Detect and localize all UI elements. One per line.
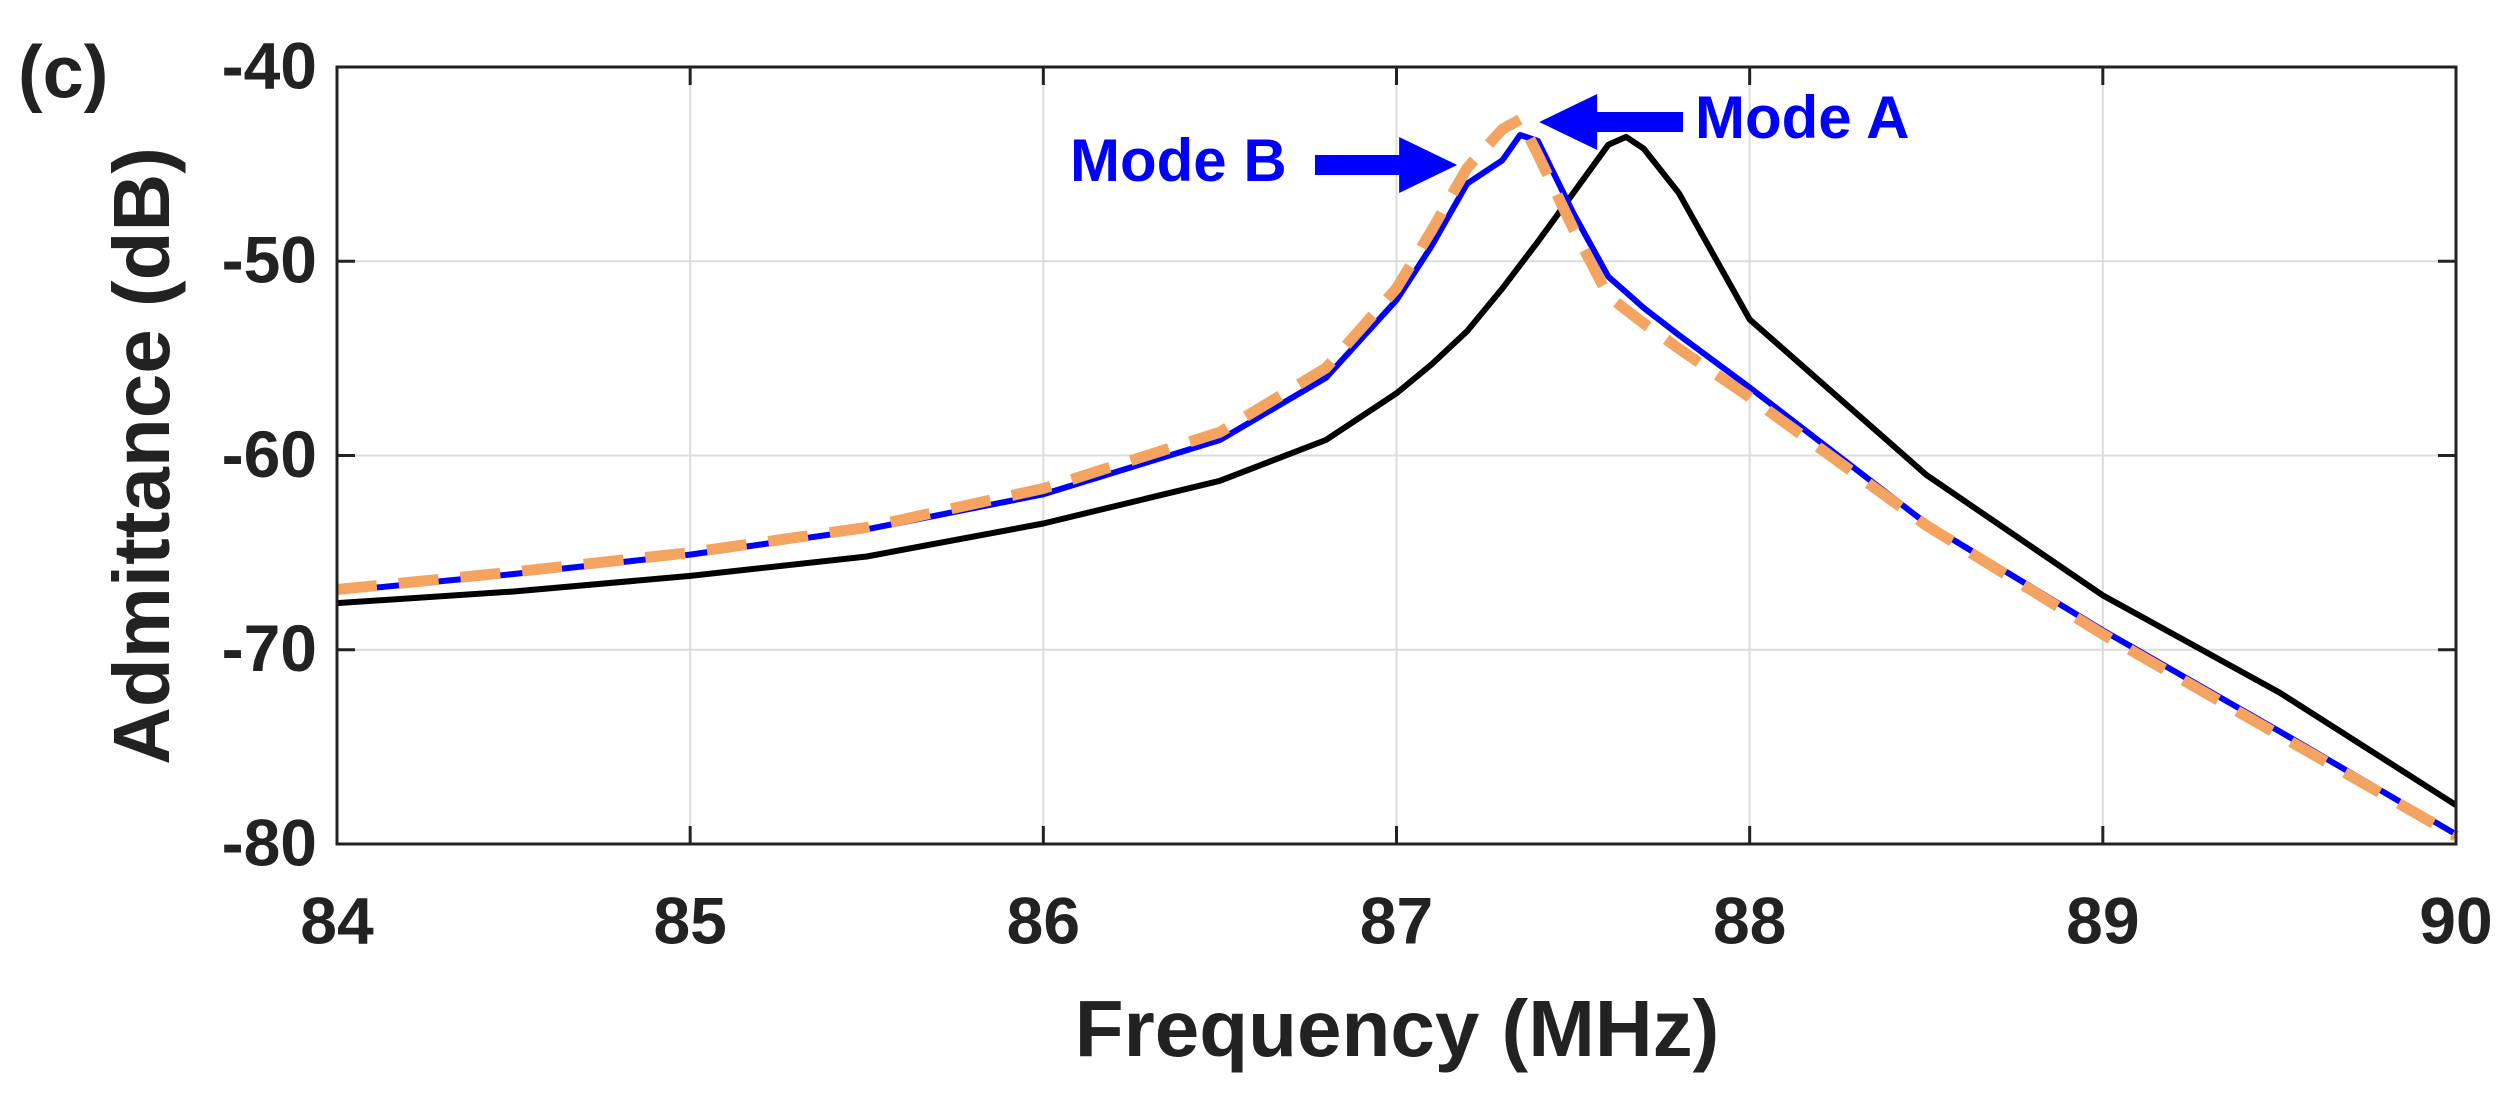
x-tick-label: 84 (300, 883, 374, 957)
annotation-arrowhead (1539, 94, 1598, 150)
x-tick-label: 87 (1360, 883, 1433, 957)
x-tick-label: 85 (653, 883, 726, 957)
y-axis-label: Admittance (dB) (97, 147, 186, 765)
x-tick-label: 88 (1713, 883, 1786, 957)
y-tick-label: -40 (222, 28, 317, 102)
y-tick-label: -80 (222, 805, 317, 879)
y-tick-label: -50 (222, 223, 317, 297)
x-tick-label: 90 (2419, 883, 2492, 957)
y-tick-label: -60 (222, 417, 317, 491)
data-line (336, 133, 2458, 808)
annotation-label: Mode B (1070, 127, 1287, 194)
panel-label: (c) (18, 31, 108, 114)
y-tick-label: -70 (222, 611, 317, 685)
annotation-arrowhead (1399, 137, 1458, 193)
x-tick-label: 89 (2066, 883, 2139, 957)
annotation-label: Mode A (1695, 84, 1909, 151)
data-line (336, 113, 2459, 841)
plot-frame (335, 65, 2458, 846)
x-axis-label: Frequency (MHz) (1075, 984, 1720, 1073)
x-tick-label: 86 (1007, 883, 1080, 957)
